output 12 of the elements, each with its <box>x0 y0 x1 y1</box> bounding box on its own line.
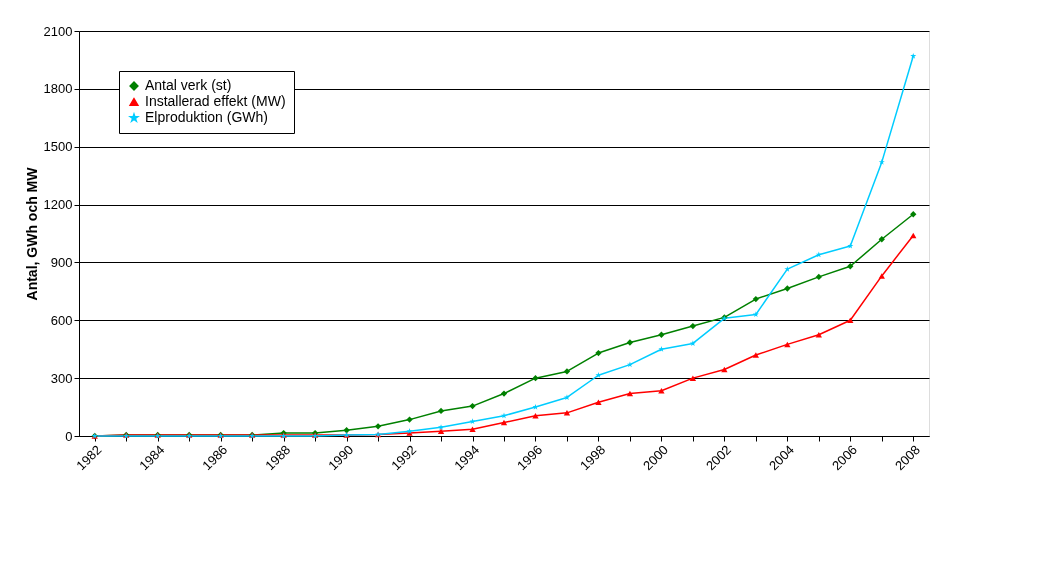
legend-label: Antal verk (st) <box>145 77 232 93</box>
y-axis-title: Antal, GWh och MW <box>23 166 40 301</box>
legend-label: Elproduktion (GWh) <box>145 109 268 125</box>
y-tick-label: 0 <box>65 428 73 444</box>
y-tick-label: 2100 <box>43 23 73 39</box>
y-tick-label: 300 <box>50 370 73 386</box>
legend-label: Installerad effekt (MW) <box>145 93 286 109</box>
y-tick-label: 900 <box>50 254 73 270</box>
y-tick-label: 1800 <box>43 81 73 97</box>
y-tick-label: 1200 <box>43 197 73 213</box>
y-tick-label: 600 <box>50 312 73 328</box>
y-tick-label: 1500 <box>43 139 73 155</box>
